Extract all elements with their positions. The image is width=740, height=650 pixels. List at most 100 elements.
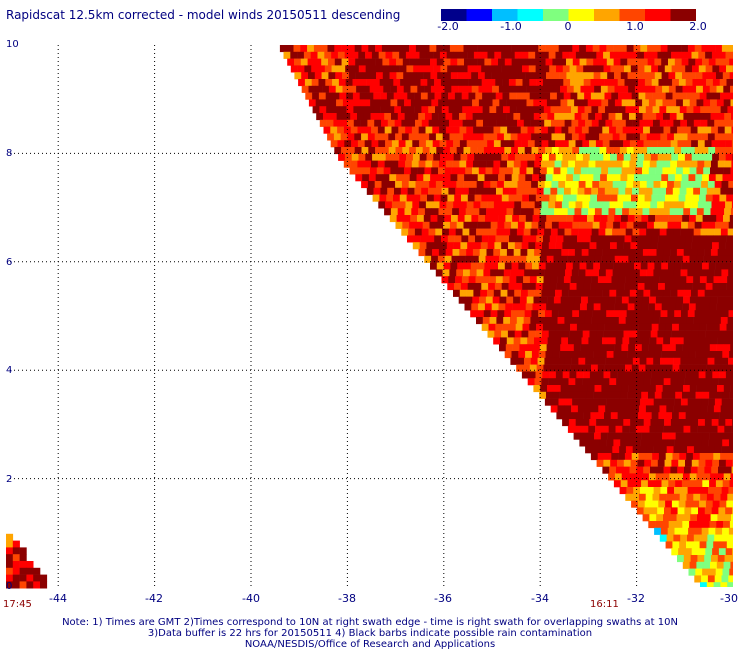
- wind-cell: [617, 283, 625, 291]
- wind-cell: [688, 439, 696, 447]
- wind-cell: [469, 133, 477, 141]
- wind-cell: [637, 500, 645, 508]
- wind-cell: [348, 72, 356, 80]
- wind-cell: [466, 126, 474, 134]
- wind-cell: [513, 337, 521, 345]
- wind-cell: [554, 249, 562, 257]
- wind-cell: [664, 153, 672, 161]
- wind-cell: [654, 174, 662, 182]
- wind-cell: [501, 283, 509, 291]
- wind-cell: [660, 269, 668, 277]
- wind-cell: [378, 140, 386, 148]
- wind-cell: [467, 242, 475, 250]
- wind-cell: [534, 160, 542, 168]
- wind-cell: [612, 119, 620, 127]
- wind-cell: [697, 378, 705, 386]
- wind-cell: [703, 344, 711, 352]
- wind-cell: [713, 493, 721, 501]
- wind-cell: [658, 79, 666, 87]
- wind-cell: [484, 174, 492, 182]
- wind-cell: [649, 425, 657, 433]
- wind-cell: [556, 412, 564, 420]
- wind-cell: [588, 126, 596, 134]
- wind-cell: [669, 99, 677, 107]
- wind-cell: [617, 79, 625, 87]
- wind-cell: [349, 99, 357, 107]
- wind-cell: [436, 45, 444, 53]
- wind-cell: [729, 568, 733, 576]
- wind-cell: [677, 378, 685, 386]
- wind-cell: [565, 351, 573, 359]
- wind-cell: [575, 419, 583, 427]
- wind-cell: [486, 113, 494, 121]
- wind-cell: [729, 58, 733, 66]
- wind-cell: [731, 289, 733, 297]
- wind-cell: [605, 228, 613, 236]
- wind-cell: [494, 153, 502, 161]
- wind-cell: [314, 58, 322, 66]
- wind-cell: [487, 242, 495, 250]
- wind-cell: [726, 65, 733, 73]
- wind-cell: [693, 534, 701, 542]
- wind-cell: [486, 208, 494, 216]
- wind-cell: [712, 459, 720, 467]
- wind-cell: [574, 425, 582, 433]
- wind-cell: [625, 446, 633, 454]
- wind-cell: [599, 439, 607, 447]
- wind-cell: [673, 317, 681, 325]
- wind-cell: [305, 92, 313, 100]
- wind-cell: [510, 357, 518, 365]
- wind-cell: [715, 174, 723, 182]
- wind-cell: [488, 283, 496, 291]
- wind-cell: [464, 85, 472, 93]
- wind-cell: [629, 160, 637, 168]
- wind-cell: [528, 330, 536, 338]
- wind-cell: [608, 425, 616, 433]
- wind-cell: [630, 65, 638, 73]
- wind-cell: [558, 133, 566, 141]
- wind-cell: [674, 45, 682, 53]
- wind-cell: [699, 323, 707, 331]
- wind-cell: [729, 174, 733, 182]
- wind-cell: [680, 119, 688, 127]
- wind-cell: [624, 283, 632, 291]
- wind-cell: [724, 113, 732, 121]
- wind-cell: [390, 85, 398, 93]
- wind-cell: [625, 228, 633, 236]
- wind-cell: [610, 412, 618, 420]
- wind-cell: [33, 567, 41, 575]
- wind-cell: [698, 51, 706, 59]
- wind-cell: [561, 378, 569, 386]
- wind-cell: [427, 79, 435, 87]
- wind-cell: [557, 276, 565, 284]
- wind-cell: [668, 174, 676, 182]
- wind-cell: [438, 167, 446, 175]
- wind-cell: [435, 119, 443, 127]
- wind-cell: [317, 51, 325, 59]
- wind-cell: [359, 79, 367, 87]
- wind-cell: [622, 160, 630, 168]
- wind-cell: [528, 153, 536, 161]
- wind-cell: [512, 85, 520, 93]
- wind-cell: [647, 480, 655, 488]
- wind-cell: [679, 541, 687, 549]
- wind-cell: [378, 51, 386, 59]
- wind-cell: [706, 541, 714, 549]
- wind-cell: [633, 439, 641, 447]
- wind-cell: [440, 65, 448, 73]
- wind-cell: [609, 126, 617, 134]
- wind-cell: [415, 181, 423, 189]
- wind-cell: [607, 72, 615, 80]
- wind-cell: [496, 187, 504, 195]
- wind-cell: [726, 412, 733, 420]
- wind-cell: [328, 58, 336, 66]
- wind-cell: [429, 221, 437, 229]
- wind-cell: [657, 140, 665, 148]
- wind-cell: [674, 310, 682, 318]
- wind-cell: [481, 65, 489, 73]
- wind-cell: [407, 92, 415, 100]
- wind-cell: [12, 581, 20, 589]
- wind-cell: [323, 126, 331, 134]
- wind-cell: [491, 58, 499, 66]
- wind-cell: [596, 283, 604, 291]
